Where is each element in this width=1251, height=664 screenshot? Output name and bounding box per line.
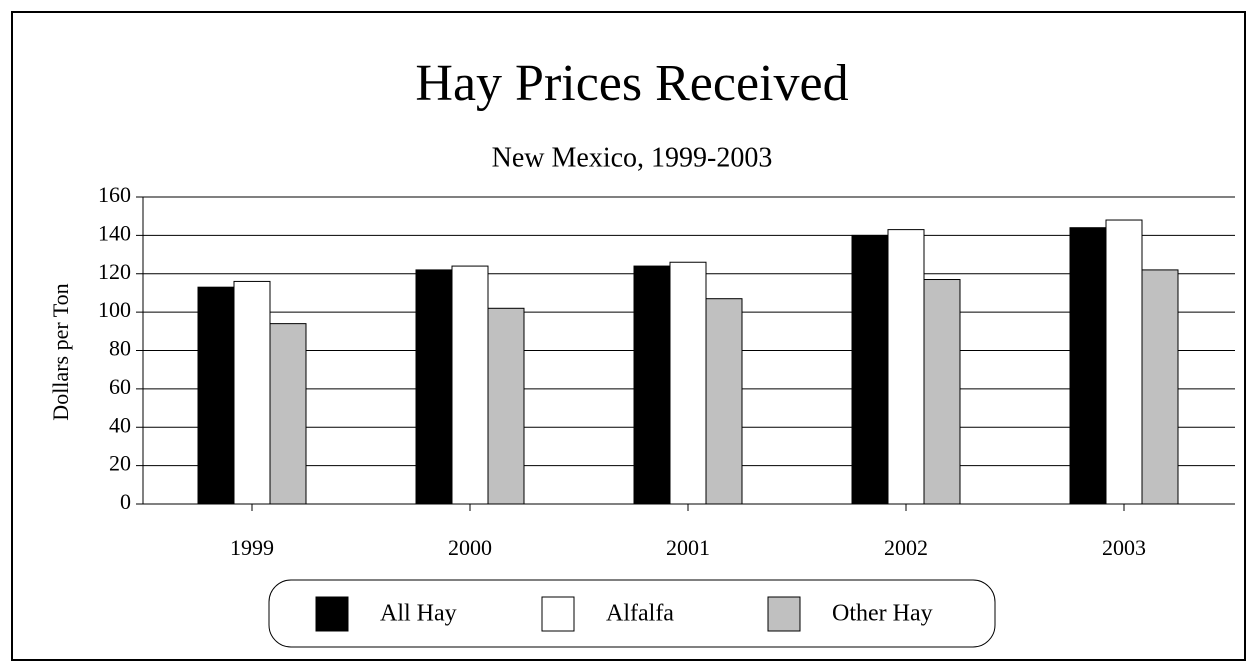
bar	[633, 265, 671, 505]
bar	[233, 280, 271, 505]
y-tick-label: 140	[98, 220, 131, 245]
bar	[451, 265, 489, 505]
bar	[1069, 227, 1107, 505]
legend-swatch	[541, 596, 575, 632]
y-tick-label: 20	[109, 451, 131, 476]
x-tick-label: 1999	[230, 535, 274, 560]
bar	[197, 286, 235, 505]
bar	[269, 323, 307, 505]
bar	[669, 261, 707, 505]
y-tick-label: 100	[98, 297, 131, 322]
bar	[705, 298, 743, 505]
x-tick-label: 2000	[448, 535, 492, 560]
y-tick-label: 160	[98, 182, 131, 207]
x-tick-label: 2002	[884, 535, 928, 560]
legend-label: Alfalfa	[606, 601, 674, 627]
chart-subtitle: New Mexico, 1999-2003	[492, 142, 773, 173]
y-tick-label: 40	[109, 412, 131, 437]
y-tick-label: 120	[98, 259, 131, 284]
x-tick-label: 2001	[666, 535, 710, 560]
y-tick-label: 80	[109, 336, 131, 361]
bar	[923, 279, 961, 505]
legend-label: Other Hay	[832, 601, 933, 627]
bar	[1141, 269, 1179, 505]
legend-swatch	[767, 596, 801, 632]
bar	[487, 307, 525, 505]
chart-title: Hay Prices Received	[415, 55, 848, 112]
bar	[887, 229, 925, 505]
bar	[851, 234, 889, 505]
legend-swatch	[315, 596, 349, 632]
y-axis-title: Dollars per Ton	[48, 283, 73, 420]
bar	[415, 269, 453, 505]
legend	[268, 579, 996, 648]
bar	[1105, 219, 1143, 505]
x-tick-label: 2003	[1102, 535, 1146, 560]
y-tick-label: 0	[120, 489, 131, 514]
y-tick-label: 60	[109, 374, 131, 399]
legend-label: All Hay	[380, 601, 457, 627]
